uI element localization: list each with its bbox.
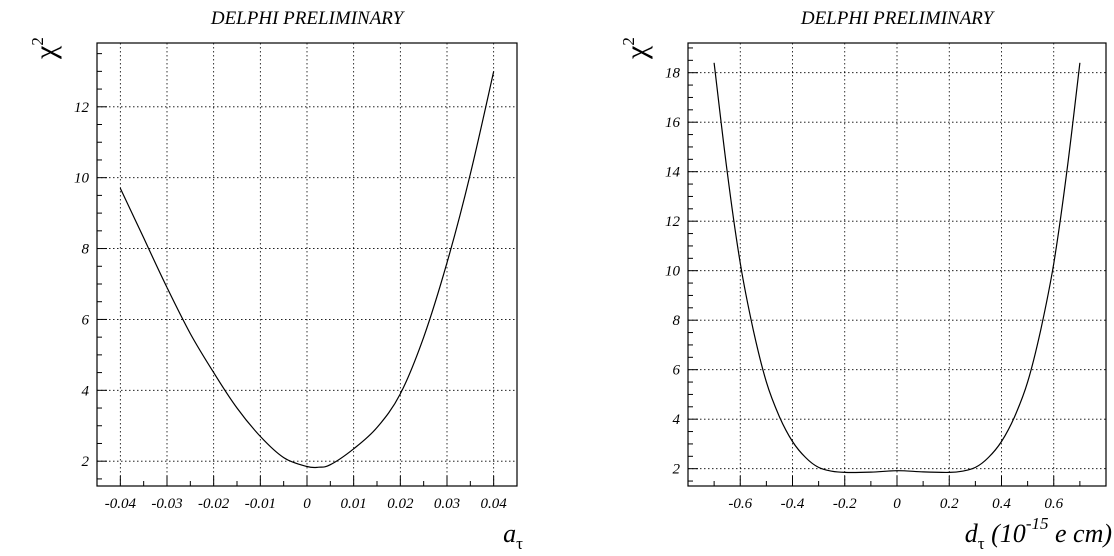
y-tick-label: 4 — [673, 412, 681, 428]
y-tick-label: 18 — [665, 66, 681, 82]
y-axis-label-main: χ — [29, 45, 62, 60]
y-tick-label: 6 — [82, 312, 90, 328]
x-tick-label: 0.04 — [481, 496, 508, 512]
y-tick-label: 6 — [673, 363, 681, 379]
x-axis-label-unit-prefix: (10 — [985, 519, 1026, 548]
y-tick-label: 4 — [82, 383, 90, 399]
y-tick-label: 2 — [673, 462, 681, 478]
y-axis-label: χ2 — [28, 37, 62, 60]
x-axis-label: aτ — [503, 519, 523, 553]
x-tick-label: 0.2 — [940, 496, 959, 512]
chart-title: DELPHI PRELIMINARY — [210, 8, 406, 29]
chi2-curve — [713, 62, 1081, 474]
chart-title: DELPHI PRELIMINARY — [800, 8, 996, 29]
x-tick-label: 0.01 — [341, 496, 367, 512]
y-tick-label: 8 — [82, 242, 90, 258]
y-tick-label: 12 — [665, 214, 681, 230]
x-axis-label-superscript: -15 — [1026, 514, 1049, 533]
y-tick-label: 16 — [665, 115, 681, 131]
chi2-curve — [119, 71, 495, 469]
right-chart-panel: DELPHI PRELIMINARY -0.6 -0.4 -0.2 0 0.2 0.4 0.6… — [619, 8, 1112, 553]
y-axis-label: χ2 — [619, 37, 653, 60]
x-tick-label: -0.03 — [151, 496, 182, 512]
x-axis-label-unit-suffix: e cm) — [1048, 519, 1112, 548]
y-tick-label: 8 — [673, 313, 681, 329]
x-tick-label: -0.4 — [781, 496, 805, 512]
y-axis-label-superscript: 2 — [28, 37, 47, 46]
x-tick-label: 0 — [303, 496, 311, 512]
y-tick-label: 2 — [82, 454, 90, 470]
x-tick-label: -0.01 — [245, 496, 276, 512]
y-axis-label-main: χ — [620, 45, 653, 60]
y-axis-label-superscript: 2 — [619, 37, 638, 46]
x-tick-label: -0.02 — [198, 496, 230, 512]
y-tick-label: 10 — [665, 264, 681, 280]
x-axis-label-main: d — [965, 519, 979, 548]
x-tick-label: 0.4 — [992, 496, 1011, 512]
x-axis-label-subscript: τ — [978, 534, 985, 553]
x-axis-label-subscript: τ — [516, 534, 523, 553]
x-tick-label: -0.2 — [833, 496, 857, 512]
x-tick-label: 0.03 — [434, 496, 460, 512]
x-axis-label: dτ (10-15 e cm) — [965, 514, 1112, 553]
x-tick-label: -0.6 — [728, 496, 752, 512]
x-tick-label: 0.02 — [387, 496, 414, 512]
x-tick-label: 0 — [893, 496, 901, 512]
y-tick-label: 10 — [74, 171, 90, 187]
x-tick-label: 0.6 — [1044, 496, 1063, 512]
left-chart-panel: DELPHI PRELIMINARY -0.04 -0.03 -0.02 -0.01 0 0… — [28, 8, 523, 553]
y-tick-label: 14 — [665, 165, 681, 181]
y-tick-label: 12 — [74, 100, 90, 116]
x-axis-label-main: a — [503, 519, 516, 548]
x-tick-label: -0.04 — [105, 496, 137, 512]
